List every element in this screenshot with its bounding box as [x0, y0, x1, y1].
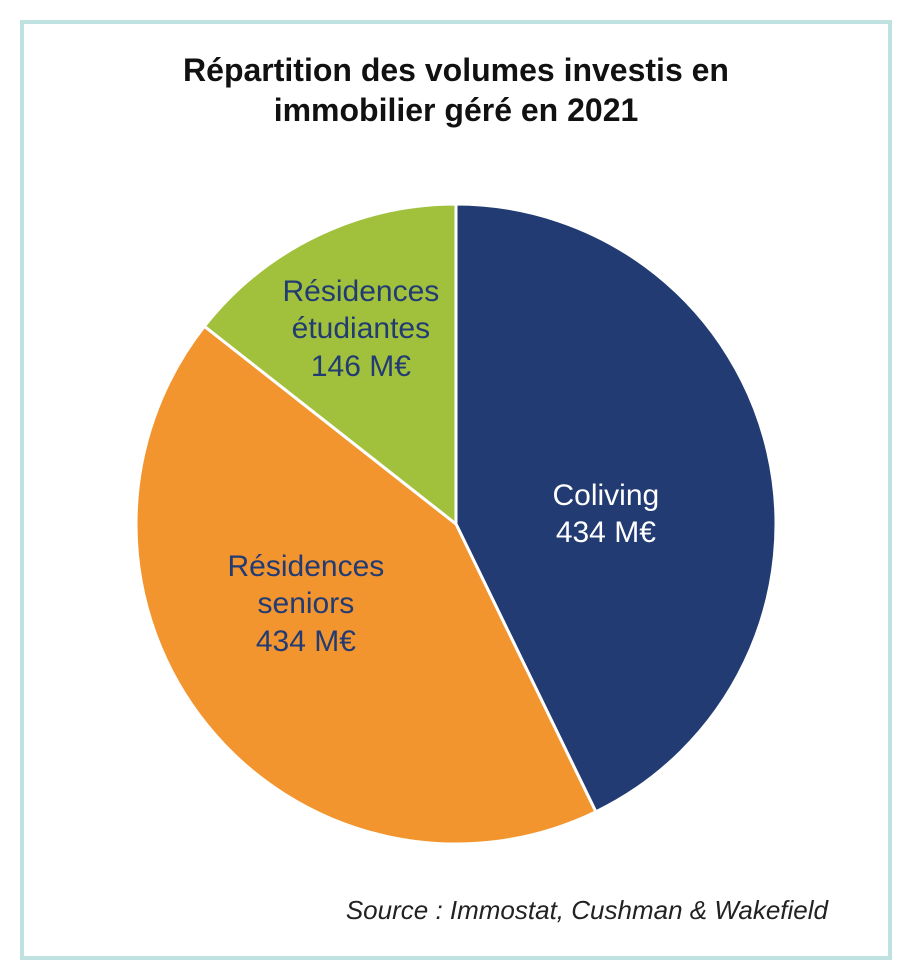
chart-title: Répartition des volumes investis enimmob…: [24, 50, 888, 130]
chart-frame: Répartition des volumes investis enimmob…: [20, 20, 892, 960]
pie-svg: [126, 194, 786, 854]
pie-slice-label-0: Coliving434 M€: [553, 477, 660, 552]
source-text: Source : Immostat, Cushman & Wakefield: [346, 895, 828, 926]
pie-slice-label-1: Résidencesseniors434 M€: [228, 548, 385, 661]
pie-slice-label-2: Résidencesétudiantes146 M€: [283, 273, 440, 386]
pie-chart: Coliving434 M€ Résidencesseniors434 M€ Rés…: [126, 194, 786, 854]
